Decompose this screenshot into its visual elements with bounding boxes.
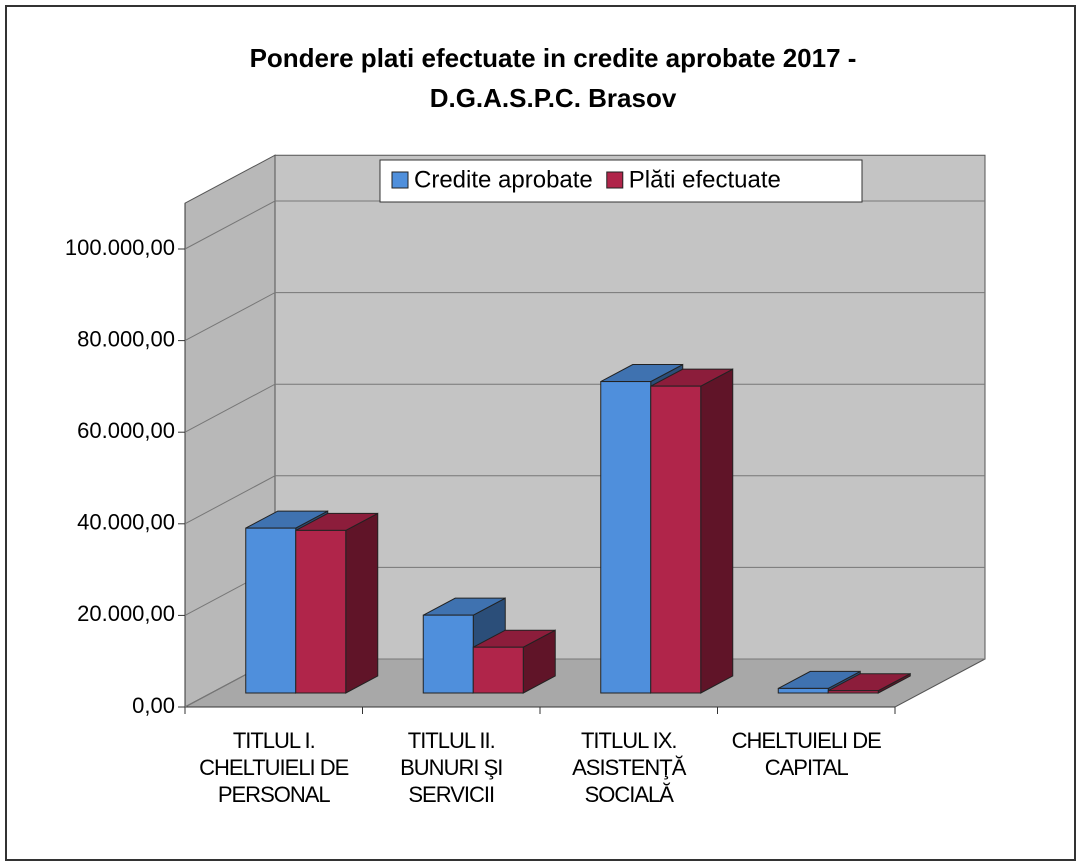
- bar-side: [345, 512, 379, 694]
- bar: [295, 529, 347, 694]
- y-tick-label: 100.000,00: [65, 235, 175, 260]
- y-tick-label: 80.000,00: [77, 326, 175, 351]
- bar-side: [700, 368, 734, 694]
- grid-line: [184, 475, 985, 525]
- grid-line: [184, 383, 985, 433]
- y-tick-label: 0,00: [132, 693, 175, 718]
- chart-title: Pondere plati efectuate in credite aprob…: [250, 43, 857, 73]
- bar: [422, 614, 474, 694]
- bar: [777, 687, 829, 694]
- x-tick-label: CHELTUIELI DE CAPITAL: [731, 728, 882, 780]
- legend-label: Plăti efectuate: [629, 166, 781, 193]
- y-tick-label: 20.000,00: [77, 601, 175, 626]
- legend-swatch: [391, 171, 409, 189]
- x-tick-label: TITLUL II. BUNURI ŞI SERVICII: [400, 728, 503, 807]
- y-tick-label: 40.000,00: [77, 510, 175, 535]
- bar: [827, 690, 879, 694]
- bar: [650, 385, 702, 694]
- y-tick-label: 60.000,00: [77, 418, 175, 443]
- legend-swatch: [606, 171, 624, 189]
- legend-label: Credite aprobate: [414, 166, 593, 193]
- x-tick-label: TITLUL I. CHELTUIELI DE PERSONAL: [199, 728, 349, 807]
- x-tick-label: TITLUL IX. ASISTENŢĂ SOCIALĂ: [572, 728, 686, 807]
- bar: [245, 527, 297, 694]
- bar: [600, 381, 652, 694]
- grid-line: [184, 292, 985, 342]
- bar: [472, 646, 524, 694]
- chart-subtitle: D.G.A.S.P.C. Brasov: [430, 83, 677, 113]
